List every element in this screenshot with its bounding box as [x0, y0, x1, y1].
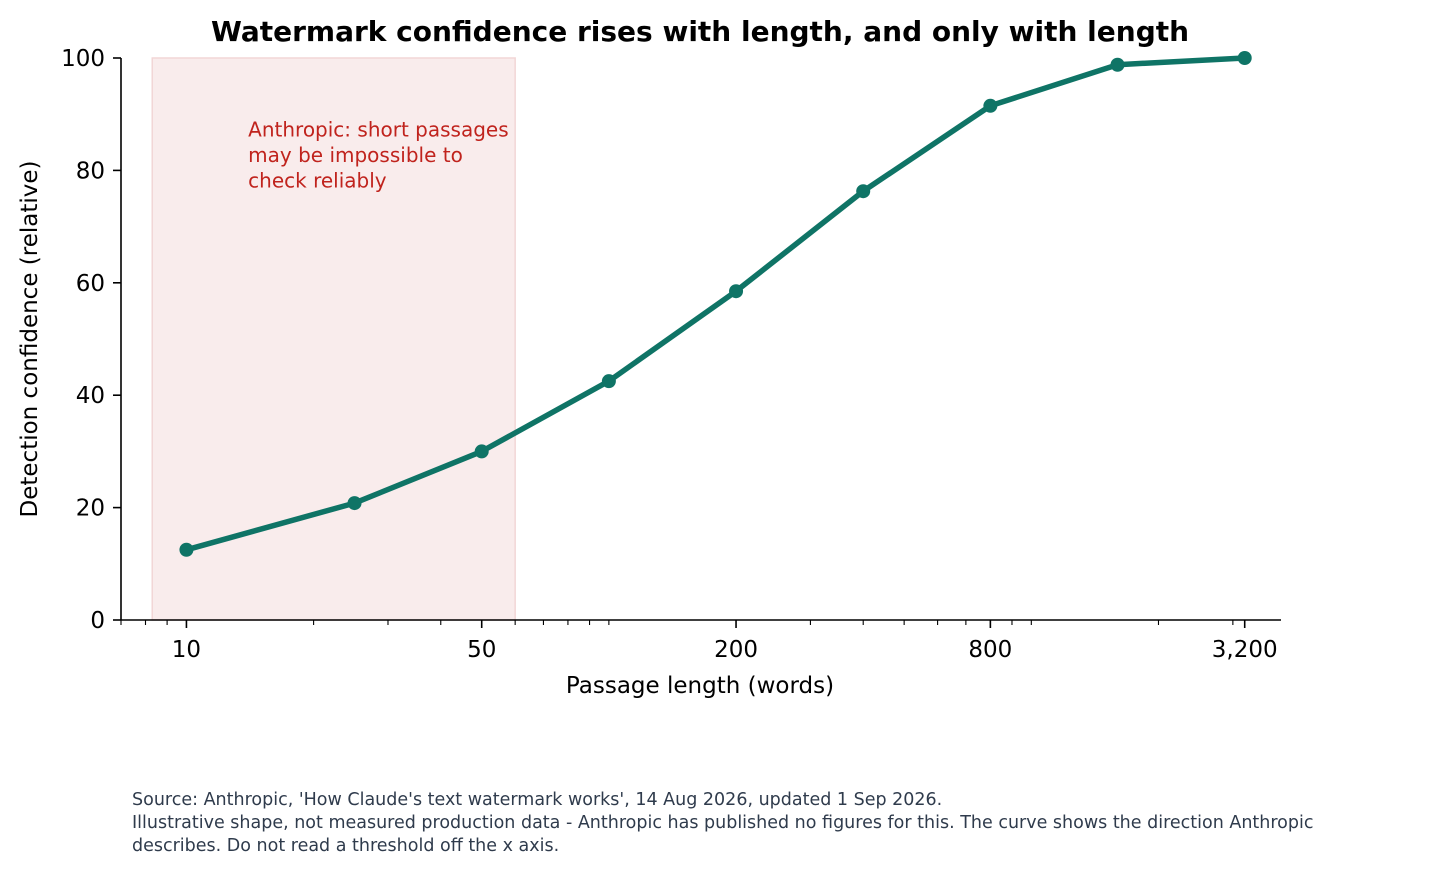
annotation-line: check reliably: [248, 169, 387, 193]
chart-title: Watermark confidence rises with length, …: [211, 15, 1189, 48]
y-axis-label: Detection confidence (relative): [17, 161, 43, 518]
data-point: [1110, 57, 1125, 72]
annotation-line: Anthropic: short passages: [248, 118, 508, 142]
line-chart: Watermark confidence rises with length, …: [17, 15, 1281, 699]
y-tick-label: 40: [76, 383, 105, 409]
data-point: [347, 496, 362, 511]
y-tick-label: 100: [61, 46, 105, 72]
data-point: [1237, 51, 1252, 65]
x-axis-label: Passage length (words): [566, 673, 834, 699]
x-axis-minor-ticks: [120, 620, 1234, 625]
y-tick-label: 80: [76, 158, 105, 184]
x-tick-label: 200: [714, 637, 758, 663]
data-point: [601, 374, 616, 389]
data-point: [729, 284, 744, 299]
y-tick-label: 20: [76, 496, 105, 522]
caveat-note-line-2: describes. Do not read a threshold off t…: [132, 836, 560, 856]
x-tick-label: 50: [467, 637, 496, 663]
data-point: [179, 542, 194, 557]
y-tick-label: 0: [90, 608, 105, 634]
source-note: Source: Anthropic, 'How Claude's text wa…: [132, 790, 943, 810]
x-tick-label: 10: [172, 637, 201, 663]
data-point: [474, 444, 489, 459]
data-point: [856, 184, 871, 199]
x-tick-label: 800: [968, 637, 1012, 663]
data-point: [983, 98, 998, 113]
caveat-note-line-1: Illustrative shape, not measured product…: [132, 813, 1314, 833]
series-points: [179, 51, 1252, 557]
x-axis-ticks: 10 50 200 800 3,200: [172, 620, 1278, 663]
y-tick-label: 60: [76, 271, 105, 297]
y-axis-ticks: 0 20 40 60 80 100: [61, 46, 121, 634]
annotation-line: may be impossible to: [248, 143, 463, 167]
x-tick-label: 3,200: [1212, 637, 1278, 663]
shaded-short-passage-region: [151, 57, 516, 621]
